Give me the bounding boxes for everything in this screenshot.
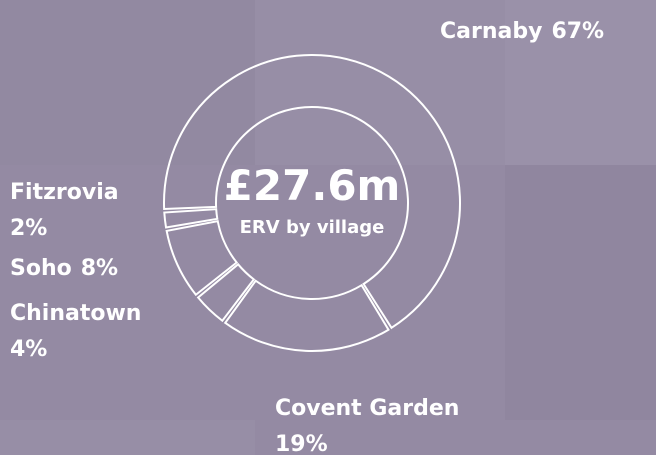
segment-name: Soho [10,256,72,281]
segment-name: Chinatown [10,301,141,326]
background-tile [0,420,255,455]
background-tile [255,0,505,165]
segment-value: 8% [81,256,118,281]
center-label: ERV by village [240,217,385,238]
segment-value: 19% [275,432,328,455]
segment-label: Fitzrovia 2% [10,180,119,241]
segment-label: Carnaby 67% [440,19,604,44]
background-tile [0,0,255,165]
donut-segment [163,54,461,330]
segment-value: 4% [10,337,47,362]
center-value: £27.6m [224,161,401,210]
segment-label: Soho 8% [10,256,118,281]
donut-segment [196,262,256,323]
donut-segment [165,219,239,297]
donut-segment [163,208,219,229]
segment-value: 2% [10,216,47,241]
background-tile [505,0,656,165]
segment-label: Covent Garden 19% [275,396,459,455]
segment-name: Covent Garden [275,396,459,421]
segment-name: Fitzrovia [10,180,119,205]
donut-segment [223,279,390,352]
donut [163,54,461,352]
labels: Carnaby 67% Covent Garden 19% Chinatown 4% Soh… [10,19,604,455]
segment-label: Chinatown 4% [10,301,141,362]
segment-value: 67% [551,19,604,44]
segment-name: Carnaby [440,19,542,44]
background-tile [505,165,656,420]
